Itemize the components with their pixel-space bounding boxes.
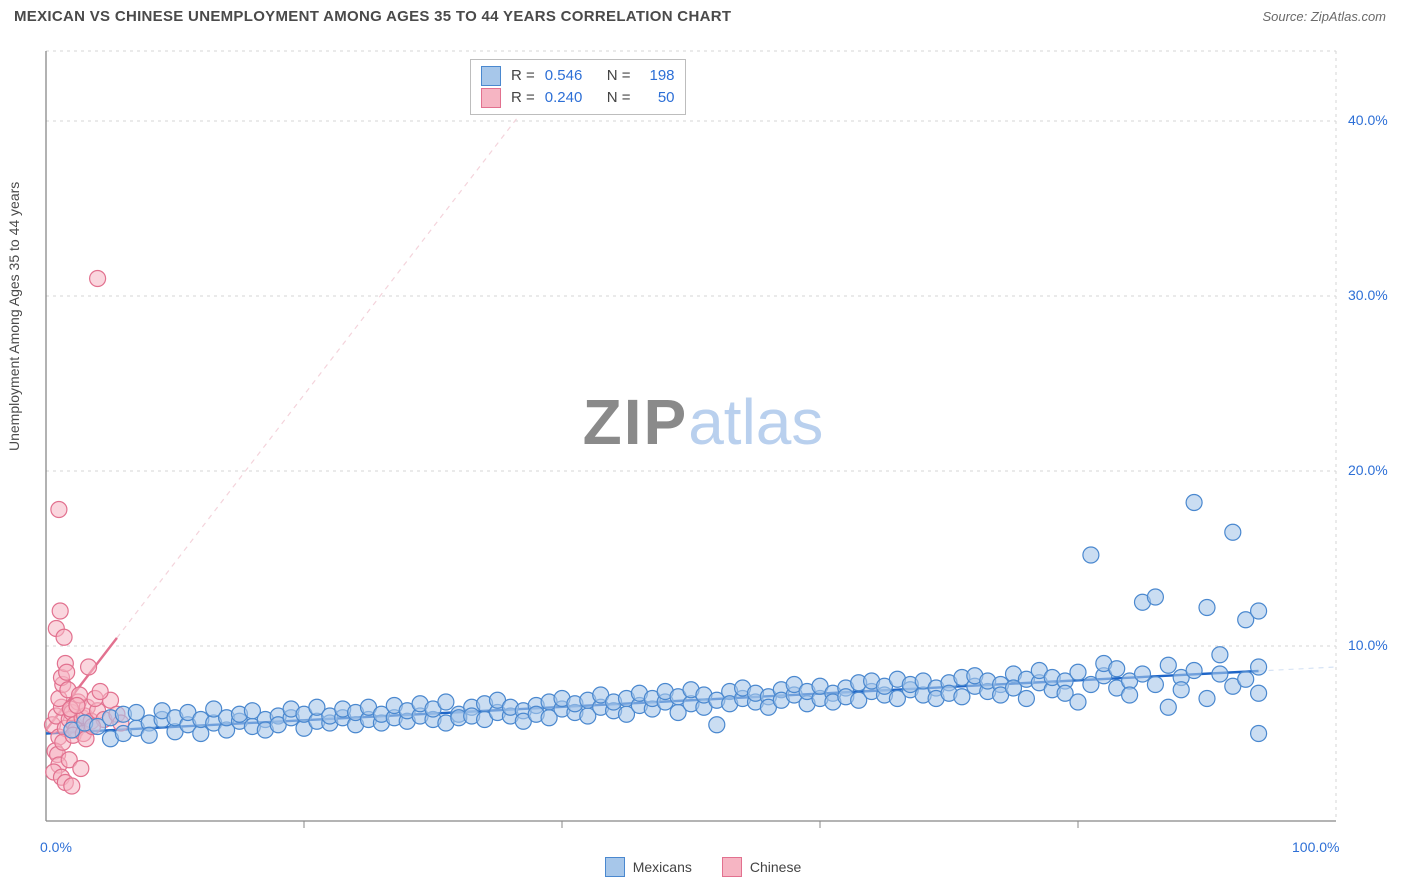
n-label: N = [607,65,631,87]
r-label: R = [511,65,535,87]
axis-tick-label: 40.0% [1348,112,1388,128]
n-value: 50 [641,87,675,109]
legend-swatch [481,88,501,108]
chart-title: MEXICAN VS CHINESE UNEMPLOYMENT AMONG AG… [14,8,731,25]
scatter-plot-svg [0,31,1406,881]
axis-tick-label: 30.0% [1348,287,1388,303]
series-legend-item: Chinese [722,857,801,877]
axis-tick-label: 20.0% [1348,462,1388,478]
chart-source: Source: ZipAtlas.com [1262,9,1386,24]
legend-swatch [722,857,742,877]
r-value: 0.546 [545,65,597,87]
series-legend-label: Mexicans [633,859,692,875]
series-legend: Mexicans Chinese [0,857,1406,877]
chart-header: MEXICAN VS CHINESE UNEMPLOYMENT AMONG AG… [0,0,1406,31]
legend-swatch [605,857,625,877]
chart-area: Unemployment Among Ages 35 to 44 years Z… [0,31,1406,881]
correlation-legend: R = 0.546 N = 198 R = 0.240 N = 50 [470,59,686,115]
y-axis-label: Unemployment Among Ages 35 to 44 years [6,182,22,451]
axis-tick-label: 0.0% [40,839,72,855]
n-value: 198 [641,65,675,87]
correlation-legend-row: R = 0.546 N = 198 [481,65,675,87]
series-legend-item: Mexicans [605,857,692,877]
axis-tick-label: 100.0% [1292,839,1339,855]
series-legend-label: Chinese [750,859,801,875]
n-label: N = [607,87,631,109]
correlation-legend-row: R = 0.240 N = 50 [481,87,675,109]
r-value: 0.240 [545,87,597,109]
axis-tick-label: 10.0% [1348,637,1388,653]
legend-swatch [481,66,501,86]
r-label: R = [511,87,535,109]
